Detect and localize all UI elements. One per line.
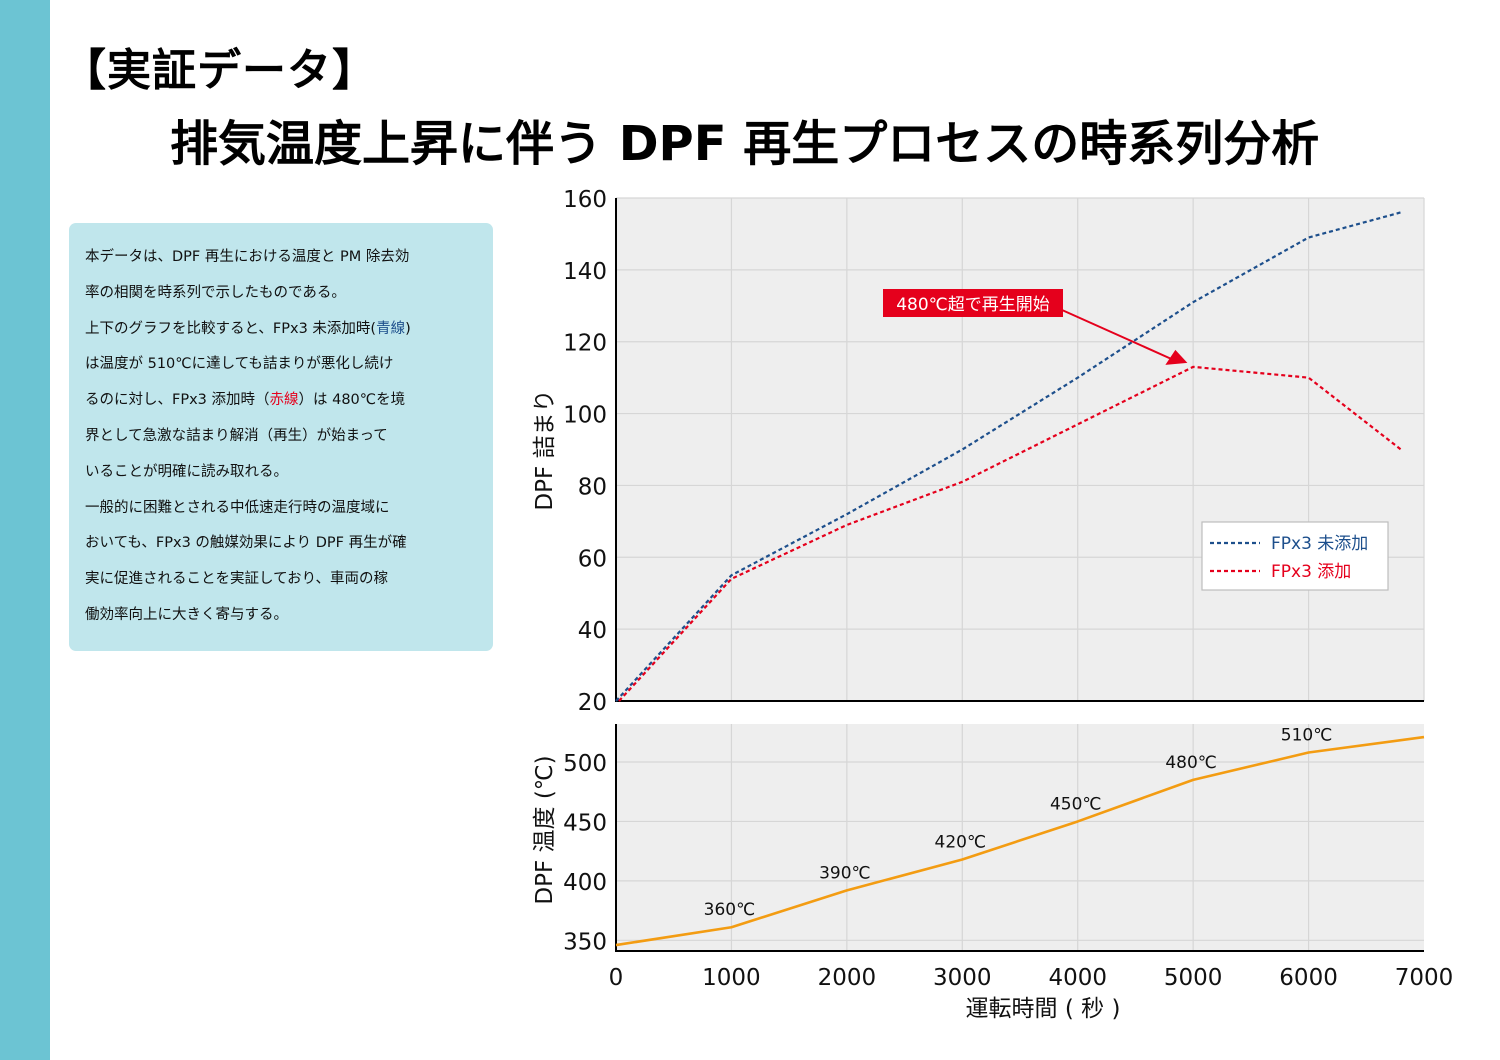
description-line: 一般的に困難とされる中低速走行時の温度域に (85, 496, 390, 517)
top-series-line-additive (618, 365, 1402, 702)
description-text: 界として急激な詰まり解消（再生）が始まって (85, 428, 388, 444)
temperature-data-label: 450℃ (1050, 794, 1102, 814)
temperature-data-label: 480℃ (1165, 753, 1217, 773)
description-text: ) (405, 320, 411, 337)
temperature-data-label: 360℃ (704, 900, 756, 920)
bottom-y-tick-label: 400 (563, 870, 607, 896)
description-line: 率の相関を時系列で示したものである。 (85, 281, 346, 302)
description-text: 実に促進されることを実証しており、車両の稼 (85, 571, 389, 588)
top-y-tick-label: 40 (578, 618, 607, 644)
temperature-data-label: 420℃ (935, 832, 987, 852)
page-title-tag: 【実証データ】 (62, 45, 377, 96)
description-line: いることが明確に読み取れる。 (85, 460, 288, 481)
temperature-line (615, 735, 1425, 947)
x-tick-label: 6000 (1279, 965, 1338, 991)
description-text: おいても、FPx3 の触媒効果により DPF 再生が確 (85, 535, 407, 552)
x-tick-label: 4000 (1048, 965, 1107, 991)
top-y-tick-label: 80 (578, 474, 607, 500)
annotation-arrow-line (1061, 309, 1174, 361)
x-tick-label: 0 (609, 965, 624, 991)
x-axis-label: 運転時間 ( 秒 ) (966, 996, 1121, 1022)
bottom-y-tick-label: 450 (563, 810, 607, 836)
legend-label: FPx3 未添加 (1271, 534, 1368, 554)
side-accent-bar (0, 0, 50, 1060)
description-line: おいても、FPx3 の触媒効果により DPF 再生が確 (85, 531, 407, 552)
description-line: 界として急激な詰まり解消（再生）が始まって (85, 424, 388, 445)
page-title: 排気温度上昇に伴う DPF 再生プロセスの時系列分析 (170, 116, 1320, 172)
top-y-tick-label: 20 (578, 690, 607, 716)
description-text: ）は 480℃を境 (298, 392, 406, 409)
annotation-text: 480℃超で再生開始 (896, 295, 1050, 315)
top-plot-area (616, 198, 1424, 701)
x-tick-label: 5000 (1164, 965, 1223, 991)
description-line: 上下のグラフを比較すると、FPx3 未添加時(青線) (85, 317, 411, 338)
annotation-box (883, 289, 1063, 317)
description-highlight-red: 赤線 (269, 392, 299, 409)
x-tick-label: 7000 (1395, 965, 1454, 991)
description-line: は温度が 510℃に達しても詰まりが悪化し続け (85, 352, 393, 373)
bottom-y-tick-label: 350 (563, 929, 607, 955)
description-line: 働効率向上に大きく寄与する。 (85, 603, 288, 624)
description-text: いることが明確に読み取れる。 (85, 463, 288, 480)
temperature-data-label: 510℃ (1281, 726, 1333, 746)
bottom-y-axis-label: DPF 温度 (℃) (532, 755, 558, 904)
top-y-tick-label: 140 (563, 259, 607, 285)
description-text: は温度が 510℃に達しても詰まりが悪化し続け (85, 356, 394, 373)
description-text: 一般的に困難とされる中低速走行時の温度域に (85, 499, 390, 516)
top-y-tick-label: 120 (563, 331, 607, 357)
x-tick-label: 2000 (818, 965, 877, 991)
x-tick-label: 3000 (933, 965, 992, 991)
description-text: るのに対し、FPx3 添加時（ (85, 392, 270, 409)
description-highlight-blue: 青線 (376, 320, 406, 337)
legend-box (1201, 521, 1389, 591)
description-line: 実に促進されることを実証しており、車両の稼 (85, 567, 388, 588)
bottom-y-tick-label: 500 (563, 751, 607, 777)
description-box: 本データは、DPF 再生における温度と PM 除去効 率の相関を時系列で示したもの… (69, 223, 493, 651)
top-y-tick-label: 100 (563, 403, 607, 429)
description-text: 率の相関を時系列で示したものである。 (85, 284, 346, 301)
description-text: 働効率向上に大きく寄与する。 (85, 607, 288, 623)
top-y-tick-label: 160 (563, 187, 607, 213)
annotation-arrow-head (1165, 349, 1188, 365)
description-text: 本データは、DPF 再生における温度と PM 除去効 (85, 249, 410, 265)
description-text: 上下のグラフを比較すると、FPx3 未添加時( (85, 320, 377, 337)
legend-label: FPx3 添加 (1271, 562, 1351, 582)
top-y-tick-label: 60 (578, 546, 607, 572)
description-line: 本データは、DPF 再生における温度と PM 除去効 (85, 245, 409, 266)
top-series-line-no-additive (615, 211, 1402, 702)
description-line: るのに対し、FPx3 添加時（赤線）は 480℃を境 (85, 388, 405, 409)
top-y-axis-label: DPF 詰まり (532, 389, 558, 510)
x-tick-label: 1000 (702, 965, 761, 991)
temperature-data-label: 390℃ (819, 863, 871, 883)
